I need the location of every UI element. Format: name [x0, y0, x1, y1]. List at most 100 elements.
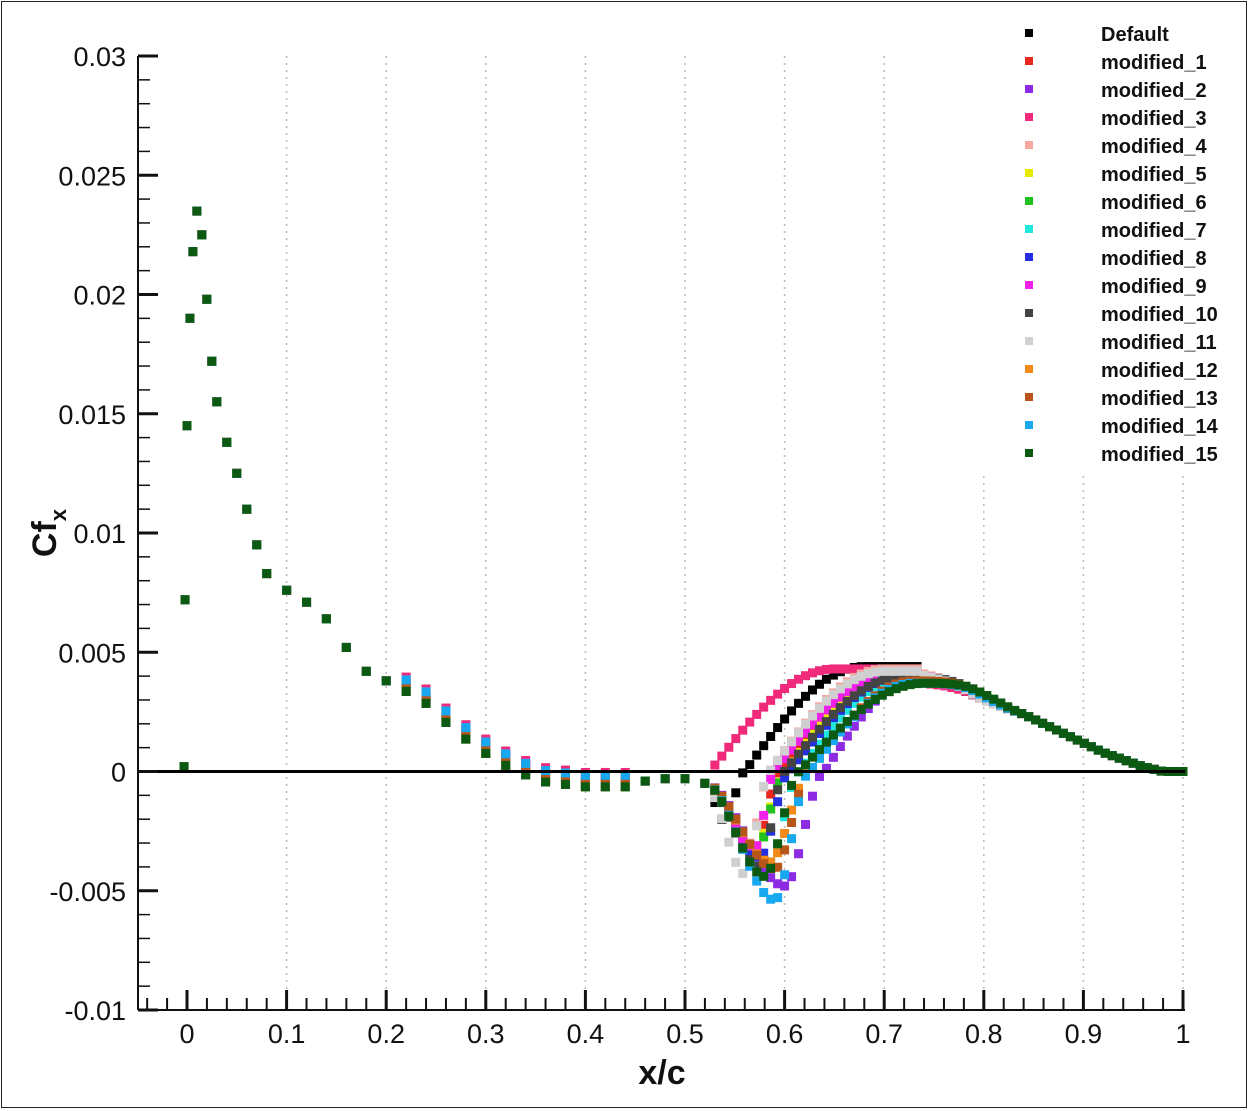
data-point	[381, 676, 391, 686]
data-point	[919, 678, 929, 688]
legend-marker	[1025, 281, 1033, 289]
data-point	[710, 793, 720, 803]
data-point	[849, 698, 859, 708]
data-point	[1121, 756, 1131, 766]
data-point	[700, 778, 710, 788]
legend-item: modified_1	[1025, 52, 1207, 74]
data-point	[842, 692, 852, 702]
data-point	[989, 694, 999, 704]
data-point	[773, 785, 783, 795]
data-point	[849, 682, 859, 692]
data-point	[752, 850, 762, 860]
data-point	[801, 771, 811, 781]
data-point	[814, 724, 824, 734]
legend-label: modified_7	[1101, 220, 1207, 242]
data-point	[441, 706, 451, 716]
data-point	[801, 819, 811, 829]
data-point	[759, 863, 769, 873]
data-point	[905, 666, 915, 676]
data-point	[807, 791, 817, 801]
data-point	[724, 742, 734, 752]
data-point	[731, 822, 741, 832]
data-point	[1003, 702, 1013, 712]
data-point	[787, 834, 797, 844]
data-point	[780, 845, 790, 855]
legend: Default modified_1 modified_2 modified_3mod…	[1025, 24, 1219, 466]
data-point	[752, 841, 762, 851]
data-point	[996, 698, 1006, 708]
data-point	[752, 867, 762, 877]
data-point	[821, 730, 831, 740]
legend-item: modified_15	[1025, 444, 1218, 466]
data-point	[787, 780, 797, 790]
data-point	[773, 763, 783, 773]
data-point	[794, 728, 804, 738]
data-point	[1114, 753, 1124, 763]
legend-label: modified_14	[1101, 416, 1219, 438]
data-point	[421, 698, 431, 708]
legend-item: modified_4	[1025, 136, 1207, 158]
legend-label: modified_3	[1101, 108, 1207, 130]
data-point	[620, 782, 630, 792]
data-point	[773, 689, 783, 699]
data-point	[731, 827, 741, 837]
y-tick-label: -0.005	[49, 877, 126, 907]
data-point	[752, 821, 762, 831]
data-point	[856, 692, 866, 702]
legend-marker	[1025, 449, 1033, 457]
data-point	[759, 741, 769, 751]
data-point	[884, 666, 894, 676]
series-modified_1	[179, 206, 1188, 851]
data-point	[835, 723, 845, 733]
data-point	[821, 674, 831, 684]
data-point	[961, 681, 971, 691]
data-point	[401, 686, 411, 696]
data-point	[821, 737, 831, 747]
data-point	[773, 839, 783, 849]
data-point	[794, 749, 804, 759]
legend-label: modified_15	[1101, 444, 1218, 466]
data-point	[877, 675, 887, 685]
data-point	[821, 763, 831, 773]
data-point	[787, 751, 797, 761]
x-tick-label: 1	[1175, 1019, 1190, 1049]
data-point	[1128, 758, 1138, 768]
legend-item: modified_3	[1025, 108, 1207, 130]
data-point	[835, 692, 845, 702]
x-tick-label: 0.8	[965, 1019, 1003, 1049]
data-point	[212, 397, 222, 407]
data-point	[912, 666, 922, 676]
data-point	[242, 504, 252, 514]
data-point	[1017, 709, 1027, 719]
data-point	[982, 691, 992, 701]
data-point	[856, 686, 866, 696]
data-point	[794, 797, 804, 807]
series-modified_2	[179, 206, 1188, 891]
data-point	[856, 678, 866, 688]
legend-item: modified_13	[1025, 388, 1218, 410]
data-point	[717, 797, 727, 807]
y-tick-label: 0	[111, 758, 126, 788]
data-point	[731, 734, 741, 744]
legend-marker	[1025, 113, 1033, 121]
data-point	[745, 857, 755, 867]
data-point	[731, 788, 741, 798]
data-point	[188, 247, 198, 257]
data-point	[710, 798, 720, 808]
data-point	[282, 585, 292, 595]
data-point	[801, 732, 811, 742]
x-tick-label: 0.3	[467, 1019, 505, 1049]
data-point	[842, 679, 852, 689]
data-point	[828, 670, 838, 680]
x-tick-label: 0	[179, 1019, 194, 1049]
legend-label: modified_12	[1101, 360, 1218, 382]
data-point	[207, 356, 217, 366]
y-tick-label: 0.01	[73, 519, 126, 549]
legend-marker	[1025, 57, 1033, 65]
data-point	[1038, 718, 1048, 728]
data-point	[849, 675, 859, 685]
x-tick-label: 0.7	[865, 1019, 903, 1049]
data-point	[842, 687, 852, 697]
data-point	[773, 862, 783, 872]
data-point	[232, 468, 242, 478]
